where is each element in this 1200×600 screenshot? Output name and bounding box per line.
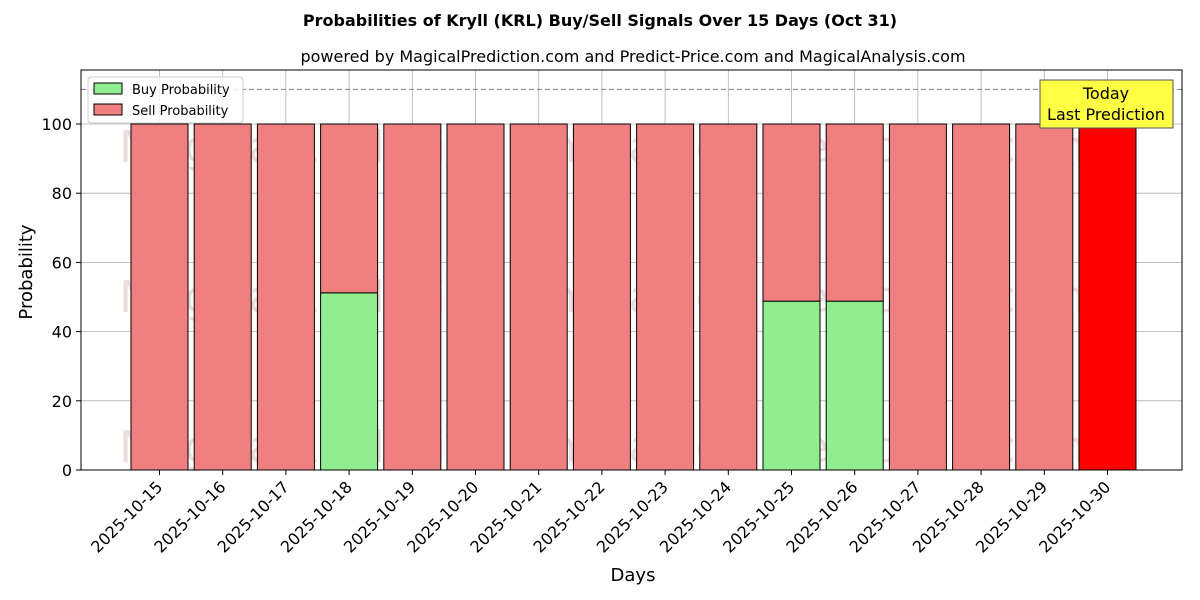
bar-sell	[952, 123, 1011, 471]
bar-sell	[762, 123, 821, 302]
bar-sell	[446, 123, 505, 471]
annotation-box	[1039, 79, 1174, 129]
legend-swatch-buy	[93, 82, 123, 95]
bar-sell	[256, 123, 315, 471]
bar-sell	[383, 123, 442, 471]
legend-box	[87, 76, 244, 124]
bar-sell	[130, 123, 189, 471]
bar-sell	[572, 123, 631, 471]
bar-sell	[1078, 123, 1137, 471]
bar-sell	[825, 123, 884, 302]
bar-buy	[320, 292, 379, 471]
y-tick-label: 0	[62, 461, 72, 480]
y-tick-label: 60	[52, 253, 72, 272]
bar-sell	[509, 123, 568, 471]
legend: Buy Probability Sell Probability	[87, 76, 244, 124]
annotation-line1: Today	[1082, 84, 1129, 103]
y-tick-label: 20	[52, 392, 72, 411]
x-axis-label: Days	[611, 565, 656, 586]
bar-buy	[762, 300, 821, 471]
y-tick-label: 40	[52, 323, 72, 342]
y-tick-label: 80	[52, 184, 72, 203]
bar-buy	[825, 300, 884, 471]
y-axis-label: Probability	[16, 224, 37, 319]
x-axis: 2025-10-152025-10-162025-10-172025-10-18…	[87, 470, 1114, 557]
annotation-today: Today Last Prediction	[1039, 79, 1174, 129]
bar-sell	[699, 123, 758, 471]
bar-sell	[1015, 123, 1074, 471]
bar-sell	[888, 123, 947, 471]
chart-title: Probabilities of Kryll (KRL) Buy/Sell Si…	[303, 11, 897, 30]
chart-subtitle: powered by MagicalPrediction.com and Pre…	[300, 47, 965, 66]
y-axis: 0 20 40 60 80 100	[41, 115, 81, 480]
bar-sell	[636, 123, 695, 471]
bars	[130, 123, 1137, 471]
legend-swatch-sell	[93, 103, 123, 116]
bar-sell	[193, 123, 252, 471]
y-tick-label: 100	[41, 115, 72, 134]
legend-label-buy: Buy Probability	[132, 83, 230, 98]
bar-sell	[320, 123, 379, 294]
annotation-line2: Last Prediction	[1047, 105, 1165, 124]
legend-label-sell: Sell Probability	[132, 104, 229, 119]
plot-frame	[80, 69, 1183, 471]
